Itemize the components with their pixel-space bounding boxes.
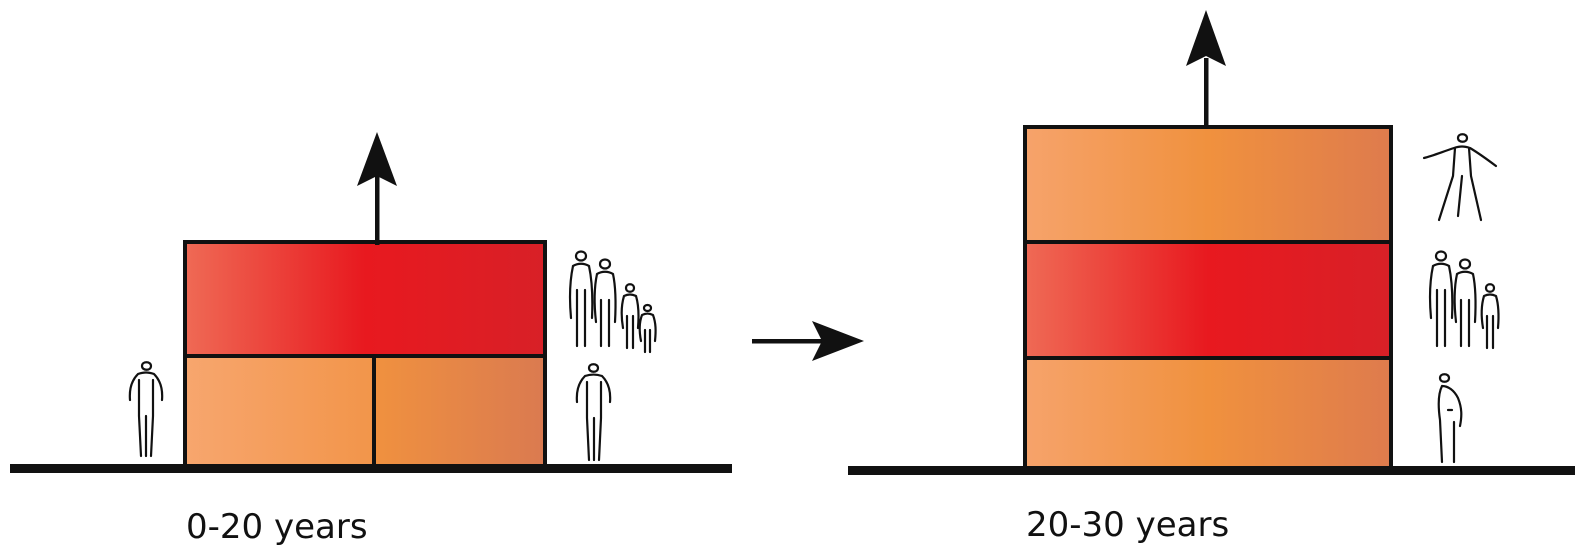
orange-floor-bottom (1023, 356, 1393, 470)
person-icon (1422, 133, 1498, 222)
arrow-up-icon (1186, 10, 1226, 128)
stage-label: 20-30 years (1026, 505, 1229, 545)
orange-floor-top (1023, 125, 1393, 244)
family-icon (568, 250, 657, 354)
red-floor (183, 240, 547, 358)
building (1023, 125, 1393, 470)
orange-unit-left (183, 354, 376, 468)
stage-label: 0-20 years (186, 507, 368, 547)
red-floor (1023, 240, 1393, 360)
person-icon (575, 363, 612, 462)
orange-unit-right (372, 354, 547, 468)
stage-1: 0-20 years (10, 132, 732, 547)
stage-2: 20-30 years (848, 10, 1575, 545)
arrow-up-icon (357, 132, 397, 245)
family-icon (1428, 250, 1500, 350)
ground-line (848, 466, 1575, 475)
ground-line (10, 464, 732, 473)
building (183, 240, 547, 468)
arrow-right-icon (752, 321, 864, 361)
person-icon (1437, 373, 1463, 464)
person-icon (128, 361, 164, 458)
